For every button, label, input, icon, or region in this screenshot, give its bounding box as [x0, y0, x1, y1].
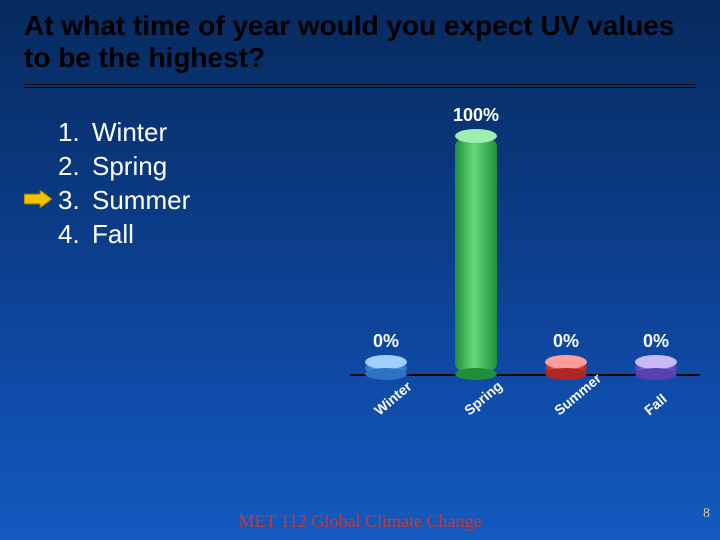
option-number: 2.: [58, 150, 92, 184]
option-row: 4. Fall: [58, 218, 190, 252]
bar-category-label: Winter: [371, 378, 415, 418]
bar: [545, 362, 587, 374]
bar: [365, 362, 407, 374]
slide-number: 8: [703, 506, 710, 522]
bar: [635, 362, 677, 374]
bar-value-label: 100%: [436, 105, 516, 126]
option-label: Spring: [92, 150, 167, 184]
option-label: Summer: [92, 184, 190, 218]
option-label: Fall: [92, 218, 134, 252]
bar-category-label: Fall: [641, 391, 670, 419]
bar-bottom-cap: [365, 368, 407, 380]
bar-value-label: 0%: [526, 331, 606, 352]
option-row: 3. Summer: [58, 184, 190, 218]
response-bar-chart: 0%100%0%0% WinterSpringSummerFall: [350, 108, 700, 428]
option-number: 3.: [58, 184, 92, 218]
content-area: 1. Winter 2. Spring 3. Summer 4. Fall 0%…: [0, 88, 720, 518]
option-number: 1.: [58, 116, 92, 150]
option-row: 1. Winter: [58, 116, 190, 150]
bar: [455, 136, 497, 374]
bar-bottom-cap: [455, 368, 497, 380]
slide-title: At what time of year would you expect UV…: [24, 10, 696, 74]
bar-value-label: 0%: [346, 331, 426, 352]
option-label: Winter: [92, 116, 167, 150]
answer-options-list: 1. Winter 2. Spring 3. Summer 4. Fall: [58, 116, 190, 251]
option-number: 4.: [58, 218, 92, 252]
bar-bottom-cap: [545, 368, 587, 380]
title-block: At what time of year would you expect UV…: [0, 0, 720, 80]
bar-category-label: Spring: [461, 378, 505, 419]
chart-plot-area: 0%100%0%0%: [350, 108, 700, 376]
bar-value-label: 0%: [616, 331, 696, 352]
bar-body: [455, 136, 497, 374]
correct-answer-arrow-icon: [24, 190, 52, 208]
bar-bottom-cap: [635, 368, 677, 380]
option-row: 2. Spring: [58, 150, 190, 184]
footer-course-title: MET 112 Global Climate Change: [0, 511, 720, 532]
